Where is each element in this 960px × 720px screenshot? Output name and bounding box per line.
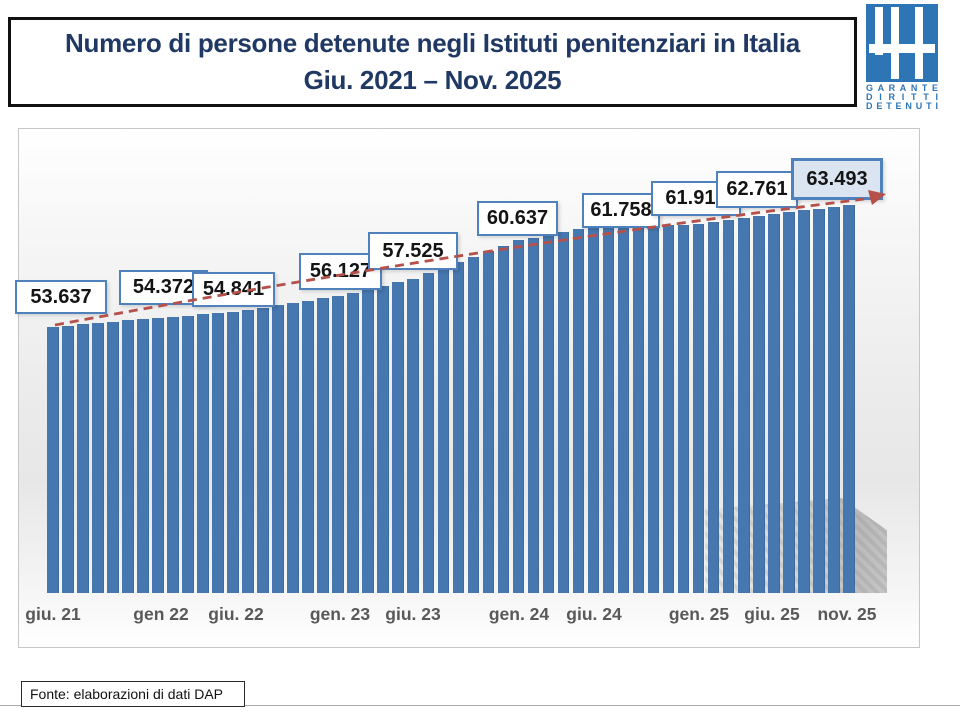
logo-letter: T <box>886 101 892 111</box>
logo-letter: I <box>935 92 938 102</box>
slide-title-line2: Giu. 2021 – Nov. 2025 <box>303 65 562 95</box>
logo-letter: D <box>866 101 873 111</box>
bottom-divider <box>0 705 960 706</box>
logo-letter: T <box>926 101 932 111</box>
logo-letter: I <box>879 92 882 102</box>
logo-letter: N <box>910 83 918 93</box>
logo-letter: T <box>923 92 929 102</box>
logo-letter: I <box>935 101 938 111</box>
logo-letter: A <box>899 83 907 93</box>
logo-letter: G <box>866 83 874 93</box>
logo-letter: D <box>866 92 873 102</box>
bar-series-shadow <box>705 498 887 593</box>
logo-letter: E <box>931 83 938 93</box>
logo-letter: T <box>910 92 917 102</box>
slide-title-box: Numero di persone detenute negli Istitut… <box>8 17 857 107</box>
logo-letter: E <box>895 101 902 111</box>
source-note: Fonte: elaborazioni di dati DAP <box>30 686 223 702</box>
prison-bars-icon <box>866 4 938 82</box>
source-note-box: Fonte: elaborazioni di dati DAP <box>21 681 245 707</box>
logo-letter: E <box>876 101 883 111</box>
logo-letter: A <box>877 83 885 93</box>
logo-letter: I <box>901 92 905 102</box>
logo-letter: T <box>921 83 928 93</box>
logo-letter: N <box>905 101 912 111</box>
logo-letter: R <box>888 92 895 102</box>
logo-letter: R <box>888 83 896 93</box>
slide-title-line1: Numero di persone detenute negli Istitut… <box>65 28 800 58</box>
logo-letter: U <box>915 101 923 111</box>
